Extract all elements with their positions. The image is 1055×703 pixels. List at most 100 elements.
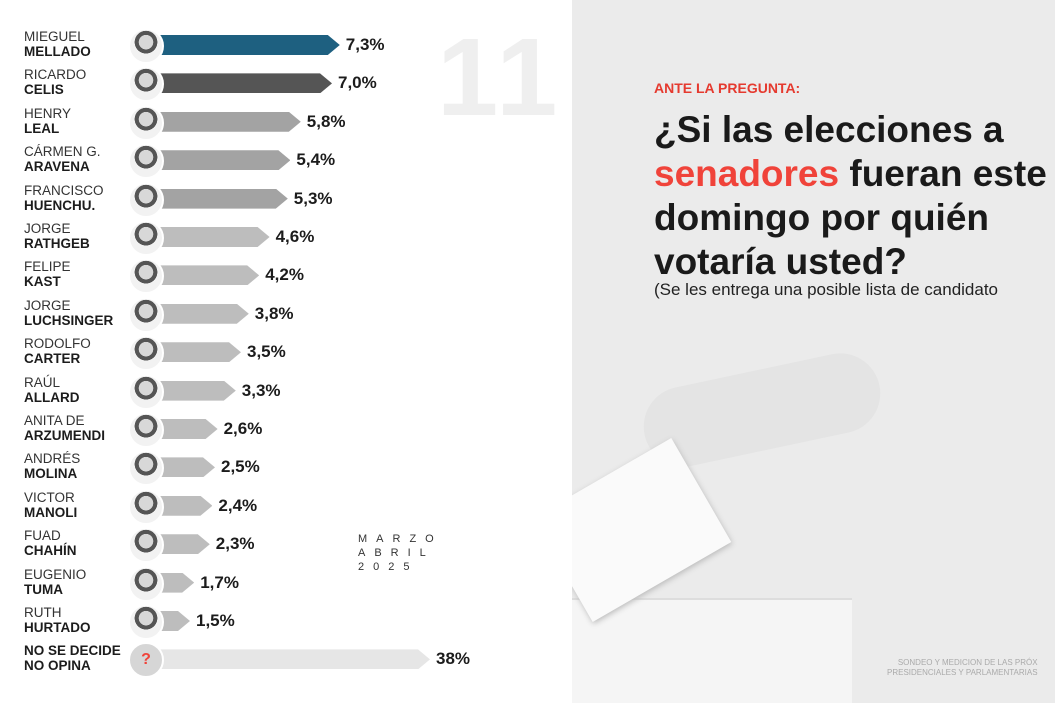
value-label: 4,2% (265, 265, 304, 285)
candidate-name: ANDRÉS MOLINA (24, 451, 80, 481)
question-mark-icon: ? (128, 642, 164, 679)
last-name: CHAHÍN (24, 543, 77, 559)
candidate-photo (128, 373, 164, 410)
candidate-photo (128, 488, 164, 525)
bar-row: ANITA DE ARZUMENDI 2,6% (0, 411, 500, 449)
bar (150, 35, 340, 55)
question-part2: fueran este domingo por quién votaría us… (654, 153, 1047, 282)
candidate-name: RODOLFO CARTER (24, 336, 91, 366)
candidate-photo (128, 220, 164, 256)
value-label: 3,5% (247, 342, 286, 362)
question-part1: ¿Si las elecciones a (654, 109, 1004, 150)
value-label: 2,4% (218, 495, 258, 515)
candidate-photo (128, 412, 164, 448)
ballot-box-illustration (572, 598, 852, 703)
candidate-name: CÁRMEN G. ARAVENA (24, 144, 101, 174)
bar (150, 457, 215, 477)
date-label: MARZO ABRIL 2025 (358, 532, 443, 574)
bar (150, 419, 218, 439)
bar (150, 112, 301, 132)
value-label: 5,4% (296, 150, 336, 170)
bar-row: JORGE RATHGEB 4,6% (0, 219, 500, 257)
last-name: HUENCHU. (24, 197, 96, 213)
candidate-photo (128, 104, 164, 141)
first-name: MIEGUEL (24, 29, 85, 44)
candidate-photo (128, 527, 164, 564)
value-label: 5,3% (293, 188, 333, 208)
candidate-name: HENRY LEAL (24, 106, 71, 136)
last-name: ARZUMENDI (24, 428, 105, 443)
first-name: VICTOR (24, 489, 75, 505)
bar-row: VICTOR MANOLI 2,4% (0, 488, 500, 526)
bar (150, 227, 270, 247)
first-name: RUTH (24, 605, 62, 620)
bar-row: FRANCISCO HUENCHU. 5,3% (0, 181, 500, 219)
bar (150, 150, 290, 170)
candidate-photo (128, 181, 164, 218)
value-label: 2,5% (221, 457, 260, 477)
last-name: LEAL (24, 120, 60, 136)
bar-row: CÁRMEN G. ARAVENA 5,4% (0, 142, 500, 180)
bar-row: ANDRÉS MOLINA 2,5% (0, 449, 500, 487)
question-note: (Se les entrega una posible lista de can… (654, 280, 999, 299)
candidate-name: RICARDO CELIS (24, 67, 86, 97)
question-lead: ANTE LA PREGUNTA: (654, 80, 801, 96)
last-name: RATHGEB (24, 236, 90, 251)
first-name: FUAD (24, 528, 61, 544)
bar-row: JORGE LUCHSINGER 3,8% (0, 296, 500, 334)
first-name: ANDRÉS (24, 451, 81, 467)
candidate-name: EUGENIO TUMA (24, 567, 86, 597)
value-label: 3,8% (254, 303, 294, 323)
first-name: HENRY (24, 105, 72, 121)
candidate-photo (128, 296, 164, 333)
candidate-photo (128, 604, 164, 640)
first-name: JORGE (24, 221, 71, 236)
candidate-photo (128, 66, 164, 103)
footer-line1: SONDEO Y MEDICION DE LAS PRÓX (897, 658, 1038, 667)
date-year: 2025 (358, 561, 419, 573)
value-label: 5,8% (306, 111, 346, 131)
last-name: MANOLI (24, 504, 78, 520)
candidate-photo (128, 450, 164, 487)
value-label: 1,5% (196, 611, 235, 630)
bar-row: RICARDO CELIS 7,0% (0, 65, 500, 103)
bar (150, 189, 288, 209)
bar (150, 649, 430, 669)
bar-row: MIEGUEL MELLADO 7,3% (0, 27, 500, 65)
candidate-name: MIEGUEL MELLADO (24, 29, 91, 59)
bar (150, 496, 212, 516)
candidate-name: FRANCISCO HUENCHU. (24, 183, 104, 213)
last-name: HURTADO (24, 620, 91, 635)
footer-note: SONDEO Y MEDICION DE LAS PRÓX PRESIDENCIA… (887, 658, 1038, 678)
last-name: KAST (24, 274, 61, 290)
candidate-photo (128, 565, 164, 602)
first-name: JORGE (24, 297, 71, 313)
bar (150, 304, 249, 324)
candidate-name: RUTH HURTADO (24, 605, 91, 635)
bar-row: EUGENIO TUMA 1,7% (0, 565, 500, 603)
candidate-name: NO SE DECIDE NO OPINA (24, 643, 121, 674)
bar (150, 265, 259, 285)
question-highlight: senadores (654, 153, 840, 194)
value-label: 1,7% (200, 572, 239, 592)
bar-row: RODOLFO CARTER 3,5% (0, 334, 500, 372)
value-label: 7,3% (345, 35, 385, 54)
candidate-name: FUAD CHAHÍN (24, 528, 77, 558)
bar-row: FUAD CHAHÍN 2,3% (0, 526, 500, 564)
bar (150, 342, 241, 362)
last-name: ARAVENA (24, 159, 90, 175)
last-name: MOLINA (24, 466, 78, 482)
footer-line2: PRESIDENCIALES Y PARLAMENTARIAS (887, 668, 1038, 677)
first-name: ANITA DE (24, 413, 85, 428)
value-label: 3,3% (241, 380, 281, 400)
last-name: TUMA (24, 581, 63, 597)
candidate-name: FELIPE KAST (24, 259, 71, 289)
first-name: CÁRMEN G. (24, 144, 101, 160)
bar-row: RUTH HURTADO 1,5% (0, 603, 500, 641)
last-name: CARTER (24, 351, 81, 367)
page-number-watermark: 11 (437, 16, 562, 139)
bar (150, 381, 236, 401)
bar-row: RAÚL ALLARD 3,3% (0, 373, 500, 411)
ballot-illustration (572, 438, 732, 622)
first-name: FRANCISCO (24, 182, 104, 198)
